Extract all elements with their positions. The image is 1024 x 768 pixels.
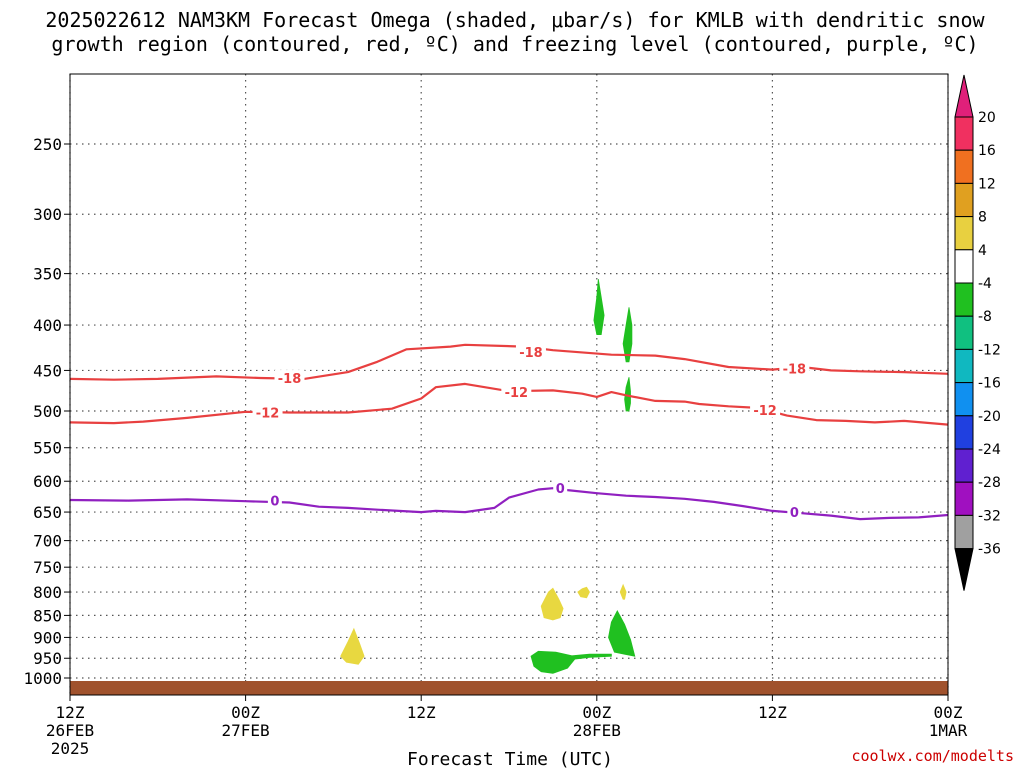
colorbar-segment xyxy=(954,348,974,384)
contour-label: -18 xyxy=(783,363,807,378)
contour-label-bg xyxy=(515,344,546,360)
shaded-region-omega-pos-3 xyxy=(577,586,590,599)
y-axis: 250 300 350 400 450 500 550 600 650 700 750 800 850 9… xyxy=(23,135,70,688)
y-tick-label: 750 xyxy=(33,558,62,577)
colorbar-segment xyxy=(954,514,974,550)
y-tick-label: 800 xyxy=(33,583,62,602)
contour-label: -12 xyxy=(505,386,529,401)
colorbar-bottom-arrow xyxy=(954,548,974,591)
contour-label-bg xyxy=(267,492,282,508)
contour-label-bg xyxy=(750,402,781,418)
contour-line-0 xyxy=(69,487,949,521)
colorbar-label: -32 xyxy=(978,508,1001,524)
colorbar-segment xyxy=(954,448,974,483)
colorbar-label: -8 xyxy=(978,309,992,325)
colorbar: 20 16 12 8 4 -4 -8 -12 -16 -20 -24 -28 -32 -36 xyxy=(954,74,1001,591)
colorbar-label: 4 xyxy=(978,243,987,259)
colorbar-segment xyxy=(954,282,974,317)
contour-label-bg xyxy=(779,360,810,376)
plot-frame xyxy=(69,73,949,696)
colorbar-label: -36 xyxy=(978,542,1001,558)
chart-title-line1: 2025022612 NAM3KM Forecast Omega (shaded… xyxy=(45,8,985,32)
contour-label-bg xyxy=(501,384,532,400)
x-tick-label: 12Z xyxy=(56,703,85,722)
x-tick-label: 26FEB xyxy=(46,721,94,740)
y-tick-label: 700 xyxy=(33,532,62,551)
colorbar-label: -28 xyxy=(978,475,1001,491)
shaded-region-omega-pos-1 xyxy=(340,627,365,665)
y-tick-label: 450 xyxy=(33,361,62,380)
x-tick-label: 1MAR xyxy=(929,721,968,740)
contour-label: -18 xyxy=(519,346,543,361)
colorbar-segment xyxy=(954,116,974,151)
x-tick-label: 00Z xyxy=(582,703,611,722)
colorbar-segment xyxy=(954,382,974,417)
shade-layer xyxy=(340,279,636,674)
shaded-region-omega-neg-1 xyxy=(593,279,605,336)
contour-label: 0 xyxy=(556,482,565,497)
shaded-region-omega-neg-3 xyxy=(624,377,631,412)
shaded-region-omega-pos-2 xyxy=(540,587,564,621)
contour-label-bg xyxy=(787,504,802,520)
shaded-region-omega-neg-2 xyxy=(622,307,633,363)
x-tick-label: 00Z xyxy=(934,703,963,722)
y-tick-label: 1000 xyxy=(23,669,62,688)
ground-layer xyxy=(70,681,948,695)
shaded-region-omega-pos-4 xyxy=(619,583,627,600)
colorbar-segment xyxy=(954,216,974,251)
y-tick-label: 500 xyxy=(33,402,62,421)
credit-text: coolwx.com/modelts xyxy=(851,747,1014,765)
y-tick-label: 400 xyxy=(33,316,62,335)
colorbar-segment xyxy=(954,415,974,450)
x-tick-label: 12Z xyxy=(407,703,436,722)
ground-band xyxy=(70,681,948,695)
chart-title-line2: growth region (contoured, red, ºC) and f… xyxy=(51,32,978,56)
colorbar-segment xyxy=(954,182,974,218)
colorbar-label: -4 xyxy=(978,276,992,292)
colorbar-label: -24 xyxy=(978,442,1001,458)
contour-layer: -18 -18 -18 -12 -12 -12 0 0 0 xyxy=(69,343,949,521)
colorbar-label: 12 xyxy=(978,176,996,192)
shaded-region-omega-neg-5 xyxy=(530,650,612,674)
contour-label-bg xyxy=(553,480,568,496)
y-tick-label: 900 xyxy=(33,628,62,647)
y-tick-label: 650 xyxy=(33,503,62,522)
colorbar-segment xyxy=(954,315,974,350)
contour-label: -12 xyxy=(256,407,280,422)
x-tick-label: 28FEB xyxy=(573,721,621,740)
contour-label: -12 xyxy=(753,404,777,419)
colorbar-segment xyxy=(954,249,974,284)
colorbar-label: 20 xyxy=(978,110,996,126)
colorbar-segment xyxy=(954,149,974,184)
contour-label: 0 xyxy=(790,506,799,521)
x-tick-label: 2025 xyxy=(51,739,90,758)
colorbar-segment xyxy=(954,481,974,516)
x-tick-label: 12Z xyxy=(758,703,787,722)
y-tick-label: 350 xyxy=(33,265,62,284)
x-tick-label: 00Z xyxy=(231,703,260,722)
colorbar-top-arrow xyxy=(954,74,974,118)
x-axis-label: Forecast Time (UTC) xyxy=(407,749,613,768)
contour-label-bg xyxy=(274,370,305,386)
y-tick-label: 300 xyxy=(33,205,62,224)
colorbar-label: 16 xyxy=(978,143,996,159)
colorbar-label: -20 xyxy=(978,409,1001,425)
y-tick-label: 850 xyxy=(33,606,62,625)
contour-line-m18 xyxy=(69,343,949,381)
colorbar-label: -16 xyxy=(978,376,1001,392)
contour-label-bg xyxy=(252,404,283,420)
colorbar-label: -12 xyxy=(978,342,1001,358)
shaded-region-omega-neg-4 xyxy=(608,609,636,657)
x-tick-label: 27FEB xyxy=(222,721,270,740)
y-tick-label: 600 xyxy=(33,472,62,491)
contour-label: 0 xyxy=(270,495,279,510)
y-tick-label: 550 xyxy=(33,439,62,458)
contour-label: -18 xyxy=(278,372,302,387)
y-tick-label: 250 xyxy=(33,135,62,154)
colorbar-label: 8 xyxy=(978,210,987,226)
y-tick-label: 950 xyxy=(33,649,62,668)
